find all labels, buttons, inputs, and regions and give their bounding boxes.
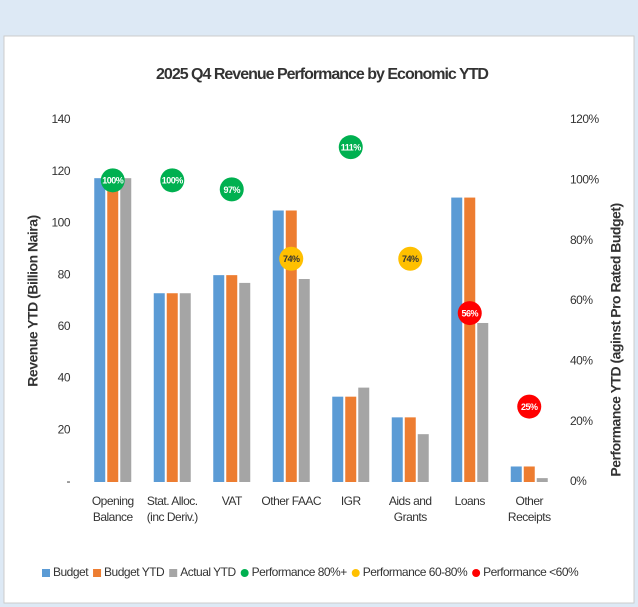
- x-tick-label: Other Receipts: [508, 494, 551, 524]
- y-tick-label: 100: [51, 216, 70, 230]
- data-label: 111%: [341, 143, 362, 153]
- chart-title: 2025 Q4 Revenue Performance by Economic …: [156, 66, 488, 83]
- bar: [477, 322, 489, 482]
- bar: [510, 466, 522, 482]
- data-label: 56%: [461, 308, 478, 318]
- bar: [285, 210, 297, 482]
- legend-label: Performance 60-80%: [363, 565, 468, 579]
- data-label: 97%: [223, 185, 240, 195]
- legend-label: Actual YTD: [180, 565, 236, 579]
- y-tick-label: 120: [51, 164, 70, 178]
- data-label: 74%: [283, 254, 300, 264]
- x-tick-line: VAT: [222, 494, 243, 508]
- performance-marker: [279, 246, 304, 271]
- bar: [94, 178, 106, 482]
- bar: [239, 282, 251, 482]
- bar: [272, 210, 284, 482]
- legend-label: Budget YTD: [104, 565, 165, 579]
- x-tick-line: Other: [515, 494, 543, 508]
- x-tick-line: Loans: [455, 494, 486, 508]
- x-tick-line: Balance: [93, 510, 134, 524]
- legend-swatch: [472, 569, 481, 577]
- x-tick-label: IGR: [341, 494, 362, 508]
- legend-label: Performance <60%: [483, 565, 579, 579]
- y-tick-label: 20: [58, 422, 71, 436]
- x-tick-line: Other FAAC: [261, 494, 322, 508]
- x-tick-label: Aids and Grants: [389, 494, 432, 524]
- bar: [417, 434, 429, 482]
- bar: [391, 417, 403, 482]
- x-tick-label: Opening Balance: [92, 494, 134, 524]
- bar: [451, 197, 463, 483]
- data-label: 74%: [402, 254, 419, 264]
- y2-tick-label: 120%: [570, 112, 600, 126]
- performance-marker: [517, 394, 542, 419]
- performance-marker: [338, 135, 363, 160]
- x-tick-line: Grants: [394, 510, 428, 524]
- bar: [179, 293, 191, 482]
- legend-swatch: [240, 569, 249, 577]
- x-tick-label: Other FAAC: [261, 494, 322, 508]
- performance-marker: [160, 168, 185, 193]
- bar: [536, 478, 548, 482]
- bar: [358, 387, 370, 482]
- legend-label: Budget: [53, 565, 89, 579]
- performance-marker: [100, 168, 125, 193]
- y2-tick-label: 100%: [570, 173, 600, 187]
- y-tick-label: 60: [58, 319, 71, 333]
- bar: [298, 279, 310, 482]
- x-tick-line: IGR: [341, 494, 362, 508]
- x-tick-line: Stat. Alloc.: [147, 494, 198, 508]
- data-label: 100%: [162, 176, 184, 186]
- performance-marker: [398, 246, 423, 271]
- bar: [166, 293, 178, 482]
- bar: [464, 197, 476, 483]
- y-tick-label: 40: [58, 371, 71, 385]
- legend-swatch: [351, 569, 360, 577]
- bar: [153, 293, 165, 482]
- y-axis-title: Revenue YTD (Billion Naira): [25, 215, 41, 386]
- legend-label: Performance 80%+: [252, 565, 348, 579]
- y-tick-label: -: [67, 474, 71, 488]
- y-tick-label: 80: [58, 267, 71, 281]
- x-tick-label: Loans: [455, 494, 486, 508]
- bar: [345, 396, 357, 482]
- bar: [404, 417, 416, 482]
- y2-tick-label: 0%: [570, 474, 587, 488]
- bar: [107, 178, 119, 482]
- y2-tick-label: 60%: [570, 293, 593, 307]
- performance-marker: [457, 301, 482, 326]
- data-label: 25%: [521, 402, 538, 412]
- legend-swatch: [93, 569, 102, 577]
- y2-tick-label: 40%: [570, 354, 593, 368]
- x-tick-line: (inc Deriv.): [147, 510, 199, 524]
- data-label: 100%: [102, 176, 124, 186]
- x-tick-label: Stat. Alloc. (inc Deriv.): [147, 494, 199, 524]
- bar: [332, 396, 344, 482]
- x-tick-line: Receipts: [508, 510, 551, 524]
- x-tick-label: VAT: [222, 494, 243, 508]
- x-tick-line: Opening: [92, 494, 134, 508]
- bar: [226, 275, 238, 482]
- bar: [213, 275, 225, 482]
- y-tick-label: 140: [51, 112, 70, 126]
- performance-marker: [219, 177, 244, 202]
- bar: [523, 466, 535, 482]
- bar: [120, 178, 132, 482]
- y2-tick-label: 80%: [570, 233, 593, 247]
- y2-axis-title: Performance YTD (aginst Pro Rated Budget…: [608, 203, 624, 476]
- legend-swatch: [169, 569, 178, 577]
- x-tick-line: Aids and: [389, 494, 432, 508]
- y2-tick-label: 20%: [570, 414, 593, 428]
- legend-swatch: [42, 569, 50, 577]
